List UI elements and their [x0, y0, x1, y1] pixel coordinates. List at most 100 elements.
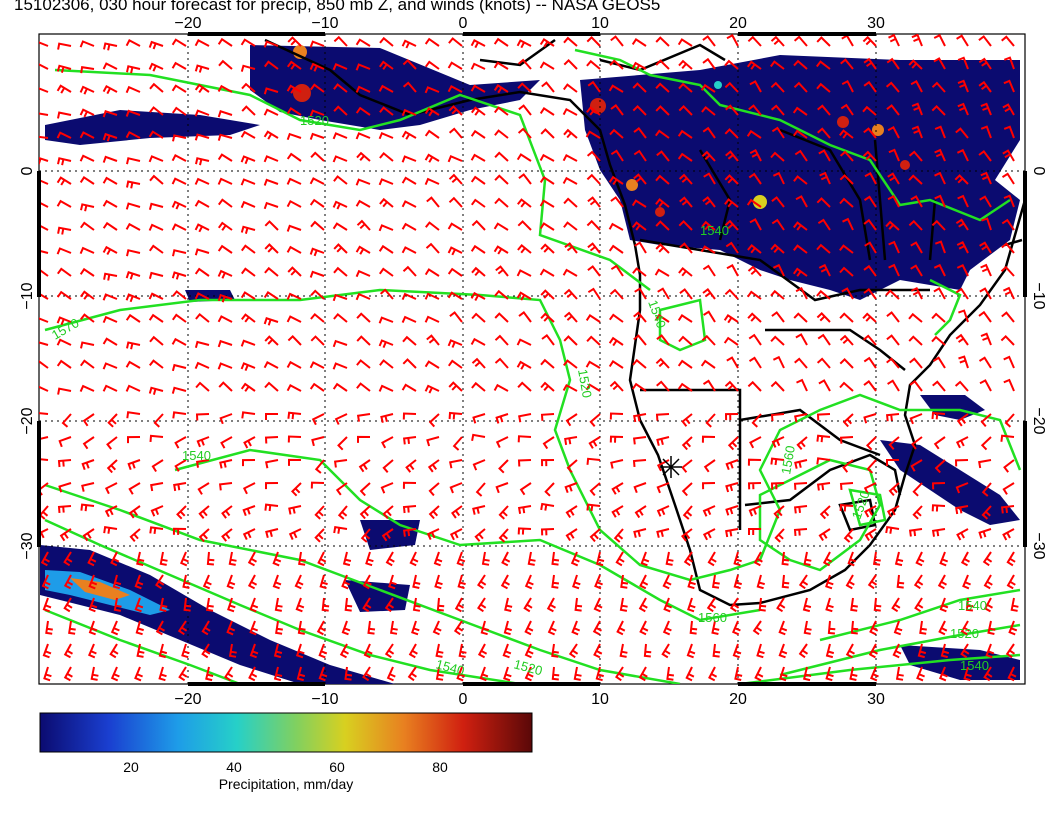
- wind-barb: [978, 528, 992, 539]
- wind-barb: [700, 83, 716, 93]
- wind-barb: [980, 125, 992, 139]
- wind-barb: [589, 482, 601, 497]
- wind-barb: [401, 222, 417, 231]
- wind-barb: [241, 411, 256, 419]
- wind-barb: [633, 413, 647, 423]
- wind-barb: [562, 268, 578, 277]
- wind-barb: [41, 574, 51, 590]
- wind-barb: [794, 413, 808, 423]
- wind-barb: [732, 643, 742, 659]
- wind-barb: [57, 459, 72, 468]
- wind-barb: [840, 58, 854, 70]
- wind-barb: [310, 313, 325, 323]
- axis-labels: −20 −10 0 10 20 30 −20 −10 0 10 20 30 0 …: [19, 15, 1047, 708]
- wind-barb: [428, 413, 440, 428]
- wind-barb: [56, 84, 72, 94]
- wind-barb: [39, 156, 49, 165]
- wind-barb: [681, 436, 693, 451]
- wind-barb: [263, 317, 279, 326]
- precip-band-hot: [70, 578, 130, 600]
- wind-barb: [963, 666, 972, 682]
- wind-barb: [609, 435, 624, 443]
- wind-barb: [79, 131, 95, 139]
- wind-barb: [125, 202, 141, 210]
- wind-barb: [263, 178, 279, 186]
- wind-barb: [708, 666, 718, 682]
- wind-barb: [155, 620, 165, 636]
- wind-barb: [205, 597, 214, 612]
- frame-ticks: [37, 32, 1027, 686]
- wind-barb: [866, 459, 877, 474]
- wind-barb: [909, 413, 923, 425]
- wind-barb: [573, 666, 582, 681]
- wind-barb: [82, 413, 95, 427]
- wind-barb: [309, 177, 325, 185]
- wind-barb: [310, 151, 325, 162]
- wind-barb: [724, 59, 739, 70]
- wind-barb: [711, 574, 720, 589]
- wind-barb: [981, 505, 992, 520]
- wind-barb: [126, 180, 141, 189]
- wind-barb: [587, 287, 601, 300]
- wind-barb: [274, 597, 283, 612]
- wind-barb: [954, 459, 969, 467]
- wind-barb: [979, 379, 992, 392]
- wind-barb: [911, 102, 923, 116]
- wind-barb: [619, 643, 628, 658]
- wind-barb: [839, 244, 854, 254]
- wind-barb: [654, 268, 670, 277]
- wind-barb: [333, 83, 348, 93]
- wind-barb: [56, 290, 72, 300]
- wind-barb: [910, 459, 923, 472]
- wind-barb: [746, 129, 762, 139]
- wind-barb: [910, 241, 923, 254]
- wind-barb: [498, 459, 509, 474]
- wind-barb: [887, 172, 900, 185]
- wind-barb: [263, 201, 279, 210]
- wind-barb: [79, 290, 95, 300]
- wind-barb: [102, 293, 118, 301]
- wind-barb: [470, 175, 486, 185]
- wind-barb: [911, 436, 923, 450]
- wind-barb: [1003, 378, 1015, 392]
- wind-barb: [681, 482, 693, 497]
- wind-barb: [724, 219, 739, 231]
- station-marker: [660, 456, 682, 478]
- wind-barb: [149, 174, 164, 185]
- wind-barb: [702, 196, 716, 208]
- wind-barb: [931, 411, 946, 420]
- wind-barb: [956, 240, 969, 254]
- wind-barb: [174, 436, 187, 449]
- wind-barb: [978, 35, 992, 47]
- wind-barb: [917, 643, 927, 659]
- wind-barb: [816, 60, 831, 70]
- wind-barb: [817, 218, 831, 231]
- wind-barb: [79, 384, 95, 393]
- wind-barb: [586, 503, 601, 512]
- colorbar: 20 40 60 80 Precipitation, mm/day: [39, 712, 533, 792]
- wind-barb: [148, 313, 164, 323]
- contour-line: [658, 298, 707, 352]
- wind-barb: [1001, 172, 1015, 185]
- wind-barb: [125, 271, 141, 280]
- wind-barb: [611, 482, 624, 495]
- wind-barb: [434, 574, 443, 590]
- wind-barb: [608, 244, 624, 254]
- border-botswana: [739, 408, 881, 457]
- wind-barb: [379, 197, 394, 208]
- wind-barb: [135, 620, 144, 636]
- storm-cell: [872, 124, 884, 136]
- wind-barb: [386, 666, 396, 682]
- wind-barb: [194, 340, 210, 349]
- wind-barb: [916, 666, 925, 682]
- wind-barb: [401, 155, 417, 163]
- wind-barb: [217, 269, 233, 279]
- wind-barb: [264, 335, 279, 346]
- y-tick-right: −10: [1030, 282, 1047, 309]
- wind-barb: [955, 436, 969, 449]
- wind-barb: [57, 111, 72, 119]
- wind-barb: [516, 269, 532, 277]
- wind-barb: [472, 505, 486, 515]
- wind-barb: [656, 334, 670, 346]
- wind-barb: [378, 384, 394, 392]
